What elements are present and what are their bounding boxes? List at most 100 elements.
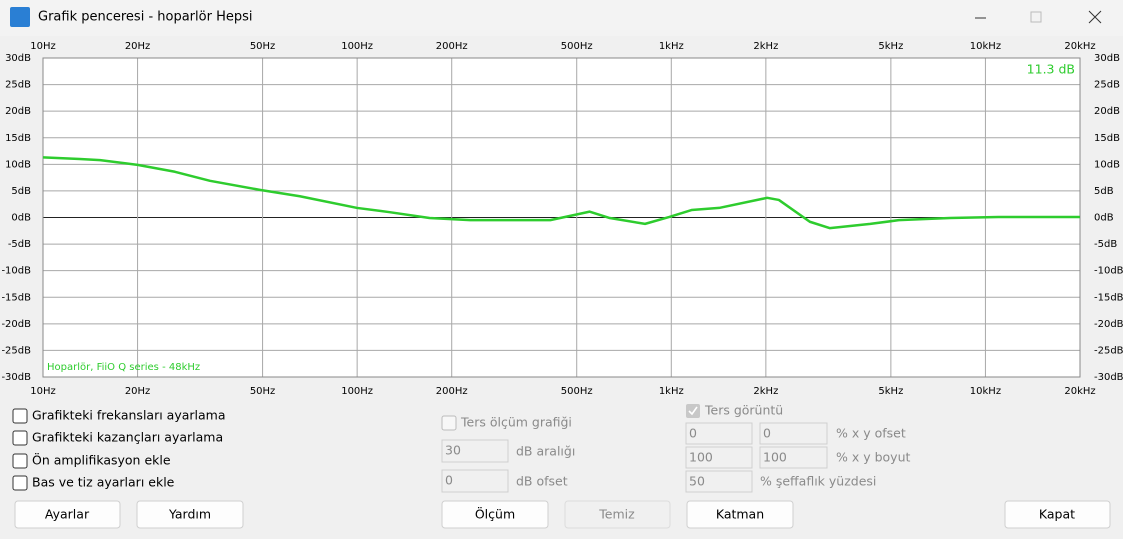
- maximize[interactable]: [1030, 11, 1042, 23]
- button[interactable]: [14, 500, 121, 529]
- x-tick-label-top: 10Hz: [30, 41, 56, 52]
- spin-label: dB aralığı: [516, 444, 575, 459]
- spin-label: % x y boyut: [836, 450, 910, 465]
- series-line: [42, 156, 1080, 230]
- middle-panel: Ters ölçüm grafiği 30 dB aralığı 0 dB of…: [441, 415, 575, 493]
- x-tick-label: 2kHz: [753, 386, 778, 397]
- title-bar: [0, 0, 1123, 36]
- spin-value: 0: [763, 426, 771, 441]
- x-tick-label-top: 50Hz: [250, 41, 276, 52]
- x-tick-label-top: 2kHz: [753, 41, 778, 52]
- check-mark: [688, 406, 698, 416]
- y2-tick-label: -15dB: [1094, 292, 1123, 303]
- checkbox[interactable]: [12, 430, 28, 446]
- y-tick-label: 15dB: [5, 133, 31, 144]
- checkbox[interactable]: [12, 453, 28, 469]
- checkbox: [441, 415, 457, 431]
- y-tick-label: 10dB: [5, 159, 31, 170]
- spin-value: 100: [763, 450, 787, 465]
- y2-tick-label: 0dB: [1094, 213, 1114, 224]
- y-tick-label: -20dB: [1, 319, 31, 330]
- checkbox-label[interactable]: Grafikteki kazançları ayarlama: [32, 430, 223, 445]
- checkbox-label: Ters ölçüm grafiği: [460, 415, 572, 430]
- x-tick-label-top: 100Hz: [341, 41, 373, 52]
- spin-label: dB ofset: [516, 474, 568, 489]
- button-label: Temiz: [598, 507, 635, 522]
- spin-value: 50: [689, 474, 705, 489]
- x-tick-label: 50Hz: [250, 386, 276, 397]
- spin-box: [759, 422, 828, 445]
- y2-tick-label: 30dB: [1094, 53, 1120, 64]
- x-tick-label: 20Hz: [125, 386, 151, 397]
- x-tick-label: 5kHz: [878, 386, 903, 397]
- spin-value: 0: [445, 473, 453, 488]
- buttons: Ayarlar Yardım Ölçüm Temiz Katman Kapat: [14, 500, 1111, 529]
- spin-value: 0: [689, 426, 697, 441]
- x-tick-label-top: 20Hz: [125, 41, 151, 52]
- spin-label: % x y ofset: [836, 426, 906, 441]
- spin-box: [441, 439, 509, 463]
- checkbox-label: Ters görüntü: [704, 403, 783, 418]
- y2-tick-label: -5dB: [1094, 239, 1117, 250]
- checkbox-label[interactable]: Grafikteki frekansları ayarlama: [32, 408, 226, 423]
- close[interactable]: [1088, 10, 1102, 24]
- y2-tick-label: 15dB: [1094, 133, 1120, 144]
- y2-tick-label: -25dB: [1094, 345, 1123, 356]
- y-tick-label: -15dB: [1, 292, 31, 303]
- y2-tick-label: 20dB: [1094, 106, 1120, 117]
- spin-box: [685, 470, 753, 493]
- spin-box: [685, 446, 753, 469]
- button[interactable]: [686, 500, 794, 529]
- checkbox[interactable]: [12, 408, 28, 424]
- x-tick-label-top: 10kHz: [970, 41, 1001, 52]
- y-tick-label: -5dB: [8, 239, 31, 250]
- y-tick-label: -10dB: [1, 266, 31, 277]
- right-panel: Ters görüntü 0 0 % x y ofset 100 100 % x…: [685, 403, 910, 493]
- annotation: 11.3 dB: [1027, 62, 1075, 77]
- spin-box: [441, 469, 509, 493]
- checkbox[interactable]: [12, 475, 28, 491]
- button[interactable]: [136, 500, 244, 529]
- y-tick-label: 20dB: [5, 106, 31, 117]
- x-tick-label-top: 500Hz: [561, 41, 593, 52]
- x-tick-label: 1kHz: [659, 386, 684, 397]
- spin-value: 100: [689, 450, 713, 465]
- legend-label: Hoparlör, FiiO Q series - 48kHz: [47, 362, 200, 373]
- y-tick-label: 25dB: [5, 80, 31, 91]
- y2-tick-label: 5dB: [1094, 186, 1114, 197]
- x-tick-label-top: 5kHz: [878, 41, 903, 52]
- y2-tick-label: 10dB: [1094, 159, 1120, 170]
- checkbox-label[interactable]: Bas ve tiz ayarları ekle: [32, 475, 175, 490]
- checkbox: [686, 404, 700, 418]
- x-tick-label: 500Hz: [561, 386, 593, 397]
- y2-tick-label: 25dB: [1094, 80, 1120, 91]
- app-icon: [10, 7, 30, 27]
- x-tick-label-top: 1kHz: [659, 41, 684, 52]
- y2-tick-label: -10dB: [1094, 266, 1123, 277]
- button-label[interactable]: Katman: [716, 507, 764, 522]
- y2-tick-label: -30dB: [1094, 372, 1123, 383]
- x-tick-label: 10Hz: [30, 386, 56, 397]
- x-tick-label-top: 20kHz: [1064, 41, 1095, 52]
- spin-label: % şeffaflık yüzdesi: [760, 474, 876, 489]
- button: [564, 500, 671, 529]
- y-tick-label: 5dB: [11, 186, 31, 197]
- button-label[interactable]: Kapat: [1039, 507, 1075, 522]
- checkboxes: Grafikteki frekansları ayarlama Grafikte…: [12, 408, 226, 491]
- checkbox-label[interactable]: Ön amplifikasyon ekle: [32, 452, 171, 468]
- spin-value: 30: [445, 443, 461, 458]
- button[interactable]: [1004, 500, 1111, 529]
- y-tick-label: -30dB: [1, 372, 31, 383]
- button[interactable]: [441, 500, 549, 529]
- button-label[interactable]: Ölçüm: [475, 506, 515, 522]
- button-label[interactable]: Ayarlar: [45, 507, 90, 522]
- x-tick-label-top: 200Hz: [436, 41, 468, 52]
- spin-box: [759, 446, 828, 469]
- y2-tick-label: -20dB: [1094, 319, 1123, 330]
- y-tick-label: 0dB: [11, 213, 31, 224]
- button-label[interactable]: Yardım: [168, 507, 211, 522]
- y-tick-label: -25dB: [1, 345, 31, 356]
- y-tick-label: 30dB: [5, 53, 31, 64]
